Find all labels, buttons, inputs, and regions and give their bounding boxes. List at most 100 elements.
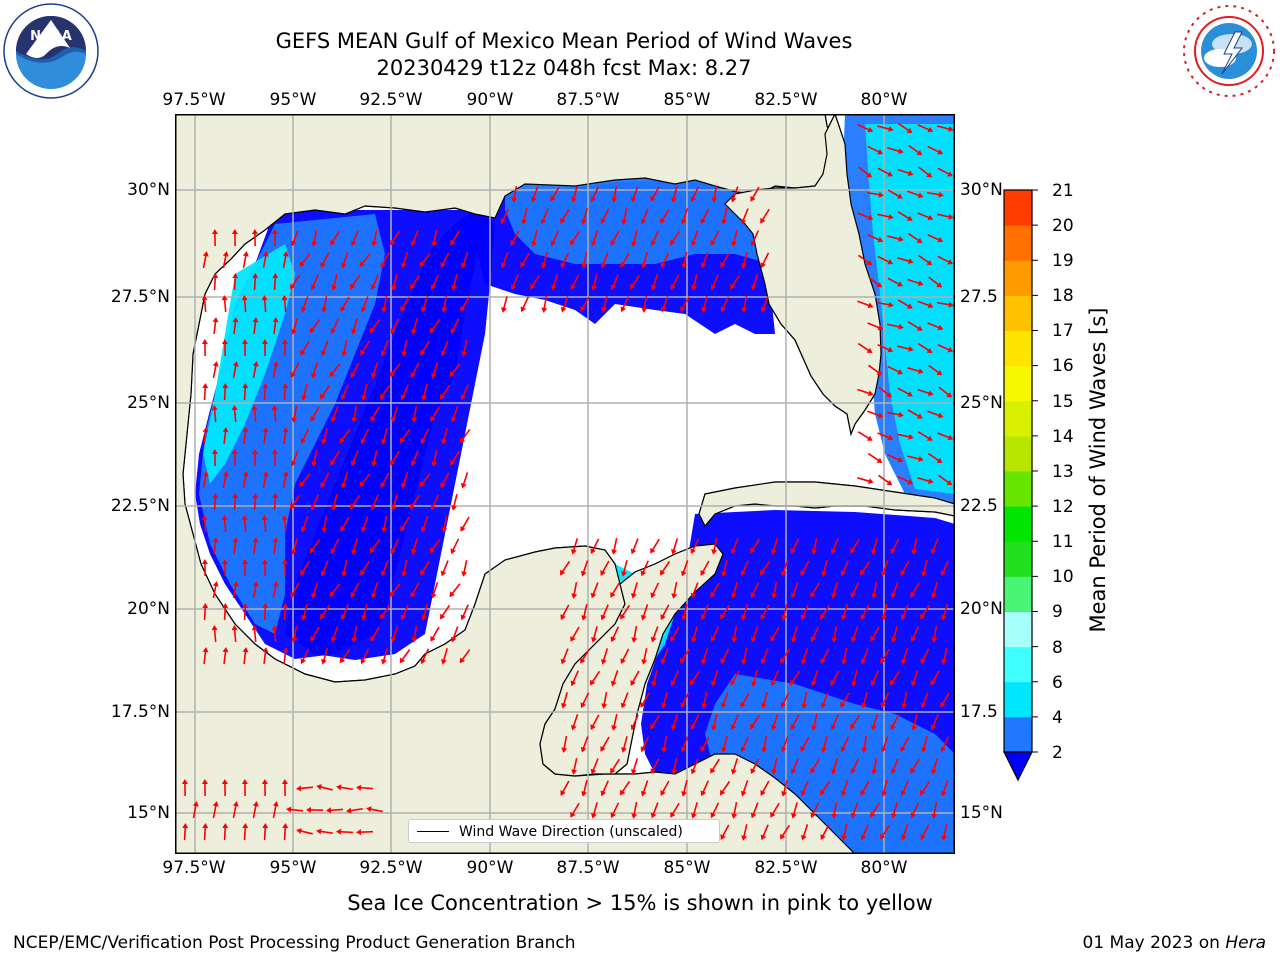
wind-wave-arrow — [670, 714, 679, 731]
wind-wave-arrow — [771, 581, 778, 599]
wind-wave-arrow — [690, 758, 699, 775]
wind-wave-arrow — [800, 824, 809, 841]
wind-wave-arrow — [241, 515, 248, 533]
wind-wave-arrow — [941, 648, 948, 665]
wind-wave-arrow — [281, 295, 288, 313]
wind-wave-arrow — [221, 295, 228, 313]
wind-wave-arrow — [660, 604, 670, 620]
wind-wave-arrow — [621, 736, 628, 753]
wind-wave-arrow — [581, 780, 588, 797]
wind-wave-arrow — [440, 472, 450, 488]
wind-wave-arrow — [900, 824, 909, 841]
lon-tick-top: 80°W — [860, 90, 908, 110]
sea-ice-note: Sea Ice Concentration > 15% is shown in … — [347, 891, 933, 915]
wind-wave-arrow — [917, 342, 933, 354]
wind-wave-arrow — [720, 252, 730, 268]
wind-wave-arrow — [232, 273, 239, 291]
wind-wave-arrow — [619, 780, 631, 796]
wind-wave-arrow — [301, 604, 308, 621]
colorbar-segment — [1004, 681, 1032, 718]
wind-wave-arrow — [461, 560, 468, 577]
wind-wave-arrow — [700, 604, 709, 621]
wind-wave-arrow — [620, 604, 631, 620]
wind-wave-arrow — [938, 386, 953, 398]
wind-wave-arrow — [271, 625, 278, 643]
wind-wave-arrow — [550, 274, 559, 291]
wind-wave-arrow — [460, 516, 470, 532]
wind-wave-arrow — [252, 537, 259, 555]
wind-wave-arrow — [870, 626, 880, 642]
wind-wave-arrow — [870, 802, 880, 818]
wind-wave-arrow — [289, 274, 301, 290]
wind-wave-arrow — [690, 714, 700, 730]
wind-wave-arrow — [560, 780, 570, 796]
wind-wave-arrow — [760, 824, 769, 841]
wind-wave-arrow — [550, 230, 559, 247]
wind-wave-arrow — [430, 406, 440, 422]
wind-wave-arrow — [907, 367, 924, 374]
wind-wave-arrow — [741, 648, 748, 665]
wind-wave-arrow — [661, 735, 668, 753]
wind-wave-arrow — [231, 229, 238, 247]
wind-wave-arrow — [700, 560, 710, 576]
wind-wave-arrow — [330, 626, 339, 643]
colorbar-segment — [1004, 646, 1032, 683]
wind-wave-arrow — [730, 670, 740, 686]
wind-wave-arrow — [670, 670, 679, 687]
wind-wave-arrow — [907, 321, 923, 331]
wind-wave-arrow — [309, 319, 321, 334]
wind-wave-arrow — [610, 670, 619, 687]
wind-wave-arrow — [461, 340, 468, 357]
wind-wave-arrow — [938, 474, 953, 486]
wind-wave-arrow — [897, 122, 913, 134]
wind-wave-arrow — [620, 296, 630, 313]
wind-wave-arrow — [730, 714, 739, 731]
wind-wave-arrow — [710, 758, 720, 774]
wind-wave-arrow — [680, 296, 690, 312]
wind-wave-arrow — [320, 340, 329, 357]
legend-line-swatch — [417, 831, 449, 832]
wind-wave-arrow — [851, 670, 858, 687]
wind-wave-arrow — [810, 582, 820, 598]
wind-wave-arrow — [420, 296, 429, 313]
wind-wave-arrow — [868, 276, 883, 288]
wind-wave-arrow — [900, 736, 910, 752]
wind-wave-arrow — [720, 692, 729, 709]
wind-wave-arrow — [321, 295, 328, 313]
wind-wave-arrow — [580, 296, 590, 312]
wind-wave-arrow — [202, 427, 209, 445]
colorbar-tick: 12 — [1052, 497, 1074, 517]
wind-wave-arrow — [232, 361, 239, 379]
wind-wave-arrow — [242, 823, 249, 841]
wind-wave-arrow — [451, 494, 458, 511]
wind-wave-arrow — [399, 429, 411, 444]
wind-wave-arrow — [272, 361, 279, 379]
wind-wave-arrow — [366, 806, 384, 813]
wind-wave-arrow — [530, 186, 539, 203]
wind-wave-arrow — [329, 363, 341, 378]
wind-wave-arrow — [331, 274, 338, 291]
colorbar-tick: 20 — [1052, 216, 1074, 236]
wind-wave-arrow — [887, 147, 904, 154]
colorbar-tick: 4 — [1052, 708, 1063, 728]
wind-wave-arrow — [242, 647, 249, 665]
wind-wave-arrow — [192, 801, 199, 819]
wind-wave-arrow — [251, 405, 258, 423]
wind-wave-arrow — [871, 758, 878, 775]
wind-wave-arrow — [857, 431, 873, 441]
wind-wave-arrow — [306, 806, 324, 813]
wind-wave-arrow — [450, 626, 459, 643]
wind-wave-arrow — [857, 342, 873, 354]
wind-wave-arrow — [731, 230, 738, 247]
wind-wave-arrow — [910, 802, 920, 819]
wind-wave-arrow — [561, 735, 568, 753]
wind-wave-arrow — [439, 604, 451, 620]
wind-wave-arrow — [681, 251, 688, 269]
wind-wave-arrow — [691, 626, 698, 643]
wind-wave-arrow — [930, 670, 940, 686]
wind-wave-arrow — [336, 828, 354, 835]
wind-wave-arrow — [202, 471, 209, 489]
wind-wave-arrow — [511, 185, 518, 203]
wind-wave-arrow — [877, 344, 894, 353]
wind-wave-arrow — [937, 432, 954, 441]
